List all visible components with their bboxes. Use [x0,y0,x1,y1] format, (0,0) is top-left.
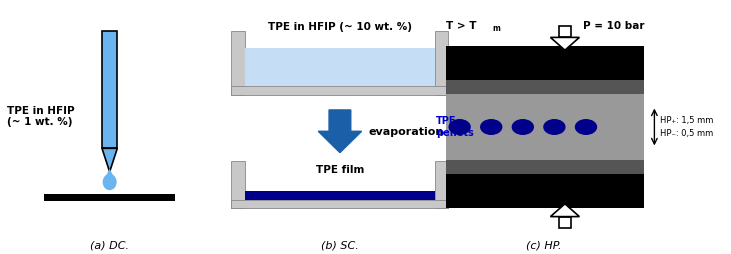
Text: (b) SC.: (b) SC. [321,240,359,250]
Bar [559,217,571,228]
Bar [231,86,449,95]
Bar [245,192,435,200]
Bar [231,161,245,208]
Bar [44,194,175,201]
Text: TPE in HFIP
(~ 1 wt. %): TPE in HFIP (~ 1 wt. %) [7,105,75,127]
FancyArrow shape [318,110,362,153]
Bar [435,161,449,208]
Ellipse shape [512,119,534,135]
Text: evaporation: evaporation [369,127,444,137]
Ellipse shape [448,119,471,135]
Polygon shape [104,169,115,180]
Text: P = 10 bar: P = 10 bar [583,21,645,31]
Bar [447,80,644,94]
Bar [447,94,644,106]
Ellipse shape [575,119,597,135]
Bar [231,31,245,95]
Bar [231,200,449,208]
Bar [447,148,644,160]
Polygon shape [550,204,580,217]
Bar [245,48,435,86]
Bar [447,174,644,208]
Bar [102,31,117,148]
Bar [447,160,644,174]
Ellipse shape [543,119,566,135]
Bar [559,26,571,37]
Ellipse shape [480,119,502,135]
Bar [447,106,644,148]
Text: HP₊: 1,5 mm: HP₊: 1,5 mm [659,116,713,125]
Text: TPE in HFIP (~ 10 wt. %): TPE in HFIP (~ 10 wt. %) [268,22,412,33]
Text: (c) HP.: (c) HP. [526,240,561,250]
Text: HP₋: 0,5 mm: HP₋: 0,5 mm [659,129,713,138]
Bar [447,46,644,80]
Ellipse shape [102,174,117,190]
Text: TPE film: TPE film [316,165,364,176]
Text: T > T: T > T [447,21,477,31]
Polygon shape [102,148,117,172]
Text: m: m [493,24,501,33]
Bar [435,31,449,95]
Polygon shape [550,37,580,50]
Text: (a) DC.: (a) DC. [90,240,129,250]
Text: TPE
pellets: TPE pellets [436,116,474,138]
